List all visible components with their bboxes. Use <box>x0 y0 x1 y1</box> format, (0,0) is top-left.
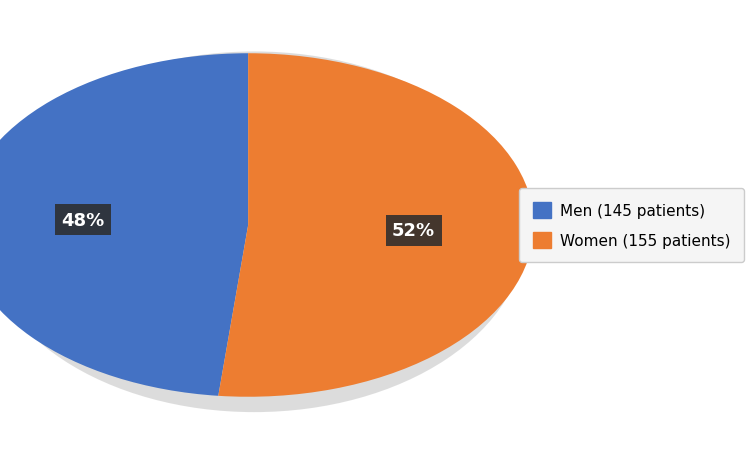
Ellipse shape <box>0 52 526 412</box>
Text: 48%: 48% <box>61 212 105 229</box>
Wedge shape <box>218 54 534 397</box>
Wedge shape <box>0 54 248 396</box>
Legend: Men (145 patients), Women (155 patients): Men (145 patients), Women (155 patients) <box>519 189 744 262</box>
Text: 52%: 52% <box>392 222 435 239</box>
